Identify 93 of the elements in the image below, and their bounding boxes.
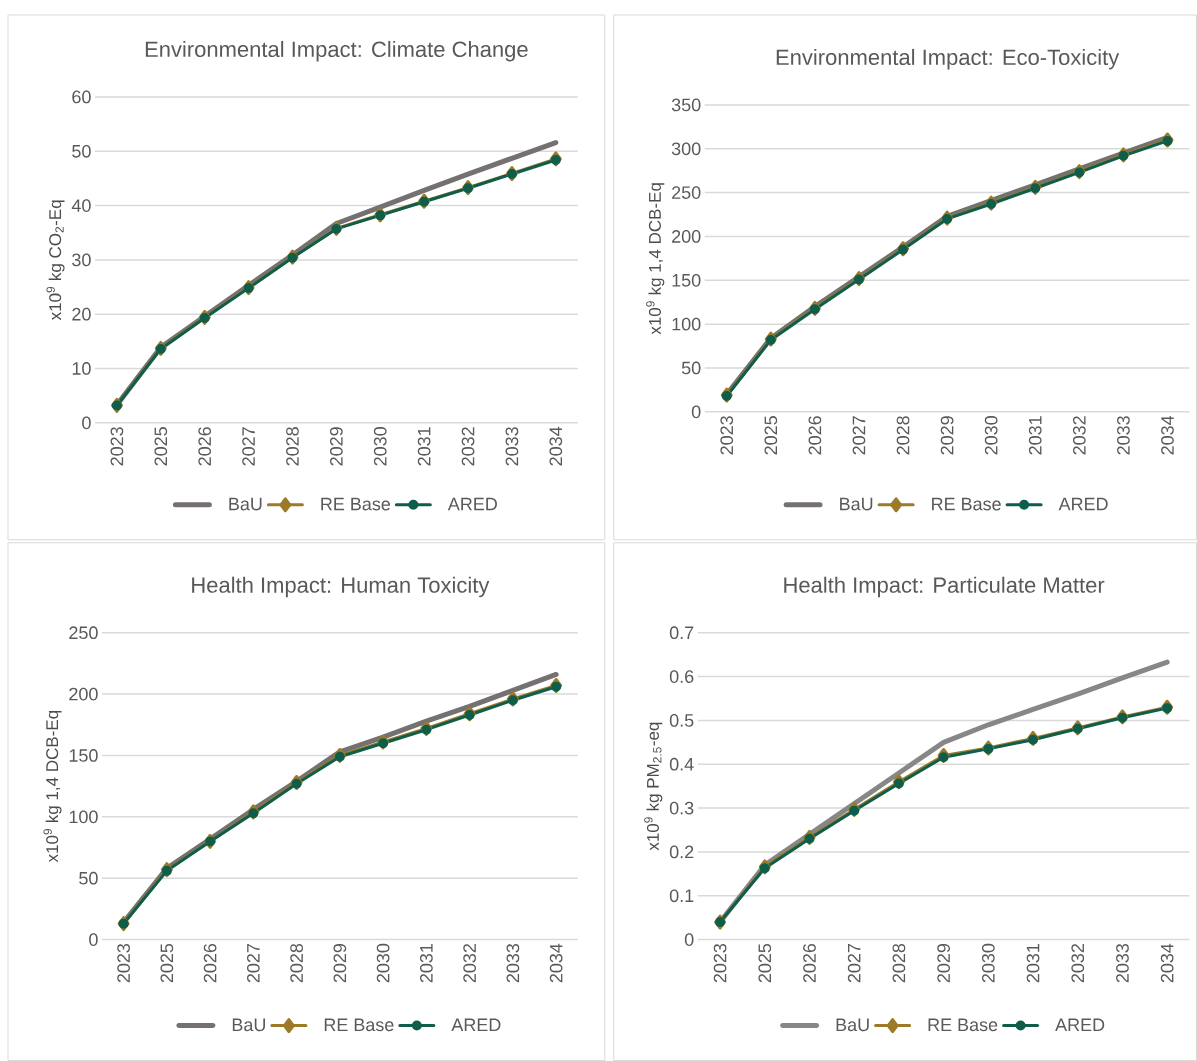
legend-label: BaU [232,1018,265,1032]
legend-label: BaU [229,497,262,511]
x-tick-label: 2033 [505,427,519,466]
x-tick-label: 2028 [892,943,906,983]
chart-title: Health Impact: Particulate Matter [784,576,1105,598]
legend-label: RE Base [932,497,1001,511]
y-tick-label: 0.7 [669,626,694,640]
x-tick-label: 2028 [286,427,299,466]
y-tick-label: 0 [684,933,694,946]
y-tick-label: 50 [72,144,91,158]
x-tick-label: 2023 [720,416,734,455]
chart-title: Environmental Impact: Eco-Toxicity [776,48,1120,70]
x-tick-label: 2028 [896,416,910,455]
y-tick-label: 250 [672,186,701,199]
y-tick-label: 50 [681,361,701,375]
x-tick-label: 2032 [1072,416,1086,455]
y-tick-label: 250 [69,626,98,640]
y-tick-label: 40 [71,199,91,212]
x-tick-label: 2029 [937,943,950,983]
y-tick-label: 60 [72,90,91,104]
y-tick-label: 300 [671,142,701,156]
y-tick-label: 150 [69,749,98,762]
y-tick-label: 50 [79,871,98,885]
y-tick-label: 30 [72,253,91,267]
y-tick-label: 0.4 [669,757,694,771]
x-tick-label: 2027 [242,427,255,466]
y-tick-label: 0 [82,416,91,430]
x-tick-label: 2023 [110,427,124,466]
chart-title: Health Impact: Human Toxicity [192,576,490,598]
x-tick-label: 2034 [1161,415,1174,455]
legend-label: ARED [447,497,497,511]
legend-label: RE Base [928,1018,998,1032]
x-tick-label: 2025 [758,943,772,983]
y-tick-label: 0 [691,405,701,419]
x-tick-label: 2033 [1117,416,1130,455]
y-tick-label: 10 [72,362,91,375]
x-tick-label: 2030 [376,943,390,983]
x-tick-label: 2032 [1071,944,1085,983]
y-tick-label: 0 [89,933,98,946]
x-tick-label: 2029 [329,427,343,466]
legend-label: ARED [1058,497,1108,511]
x-tick-label: 2030 [981,943,995,983]
legend-label: BaU [836,1018,869,1032]
y-tick-label: 200 [69,687,98,701]
y-tick-label: 350 [671,98,701,112]
y-axis-title: x10$^{9}$ kg PM$_{2.5}$-eq [644,722,663,851]
y-tick-label: 100 [69,810,98,824]
y-tick-label: 0.3 [669,801,694,815]
x-tick-label: 2031 [419,944,433,983]
x-tick-label: 2025 [764,416,778,455]
x-tick-label: 2029 [333,943,347,983]
legend-label: RE Base [321,497,391,511]
x-tick-label: 2032 [463,944,476,983]
x-tick-label: 2026 [203,943,217,983]
legend-label: ARED [1055,1018,1105,1031]
x-tick-label: 2028 [290,943,303,983]
x-tick-label: 2033 [1116,943,1129,983]
y-axis-title: x10$^{9}$ kg CO$_{2}$-Eq [46,200,65,321]
x-tick-label: 2026 [808,416,822,455]
y-tick-label: 20 [72,307,91,321]
x-tick-label: 2026 [803,943,816,983]
legend-label: BaU [840,497,873,511]
y-tick-label: 0.6 [669,670,694,683]
x-tick-label: 2023 [713,943,727,983]
x-tick-label: 2027 [852,416,866,455]
x-tick-label: 2031 [1028,416,1042,455]
y-tick-label: 100 [672,317,701,331]
x-tick-label: 2027 [847,944,861,983]
x-tick-label: 2034 [549,426,563,466]
y-axis-title: x10$^{9}$ kg 1,4 DCB-Eq [646,183,665,335]
legend-label: ARED [451,1018,501,1031]
x-tick-label: 2031 [1026,944,1040,983]
x-tick-label: 2025 [154,427,168,466]
x-tick-label: 2030 [984,416,998,455]
x-tick-label: 2033 [506,943,520,983]
x-tick-label: 2027 [246,944,260,983]
chart-title: Environmental Impact: Climate Change [145,40,528,62]
y-tick-label: 200 [672,230,701,243]
y-tick-label: 0.5 [669,714,694,727]
x-tick-label: 2032 [461,427,475,466]
legend-label: RE Base [324,1018,394,1032]
x-tick-label: 2031 [417,427,431,466]
x-tick-label: 2030 [373,427,387,466]
x-tick-label: 2029 [940,416,954,455]
x-tick-label: 2026 [198,427,212,466]
x-tick-label: 2023 [117,943,130,983]
x-tick-label: 2025 [160,943,174,983]
y-axis-title: x10$^{9}$ kg 1,4 DCB-Eq [43,710,62,863]
y-tick-label: 0.2 [669,845,694,859]
y-tick-label: 0.1 [669,889,694,903]
x-tick-label: 2034 [549,943,563,983]
y-tick-label: 150 [672,273,701,287]
x-tick-label: 2034 [1160,943,1174,983]
